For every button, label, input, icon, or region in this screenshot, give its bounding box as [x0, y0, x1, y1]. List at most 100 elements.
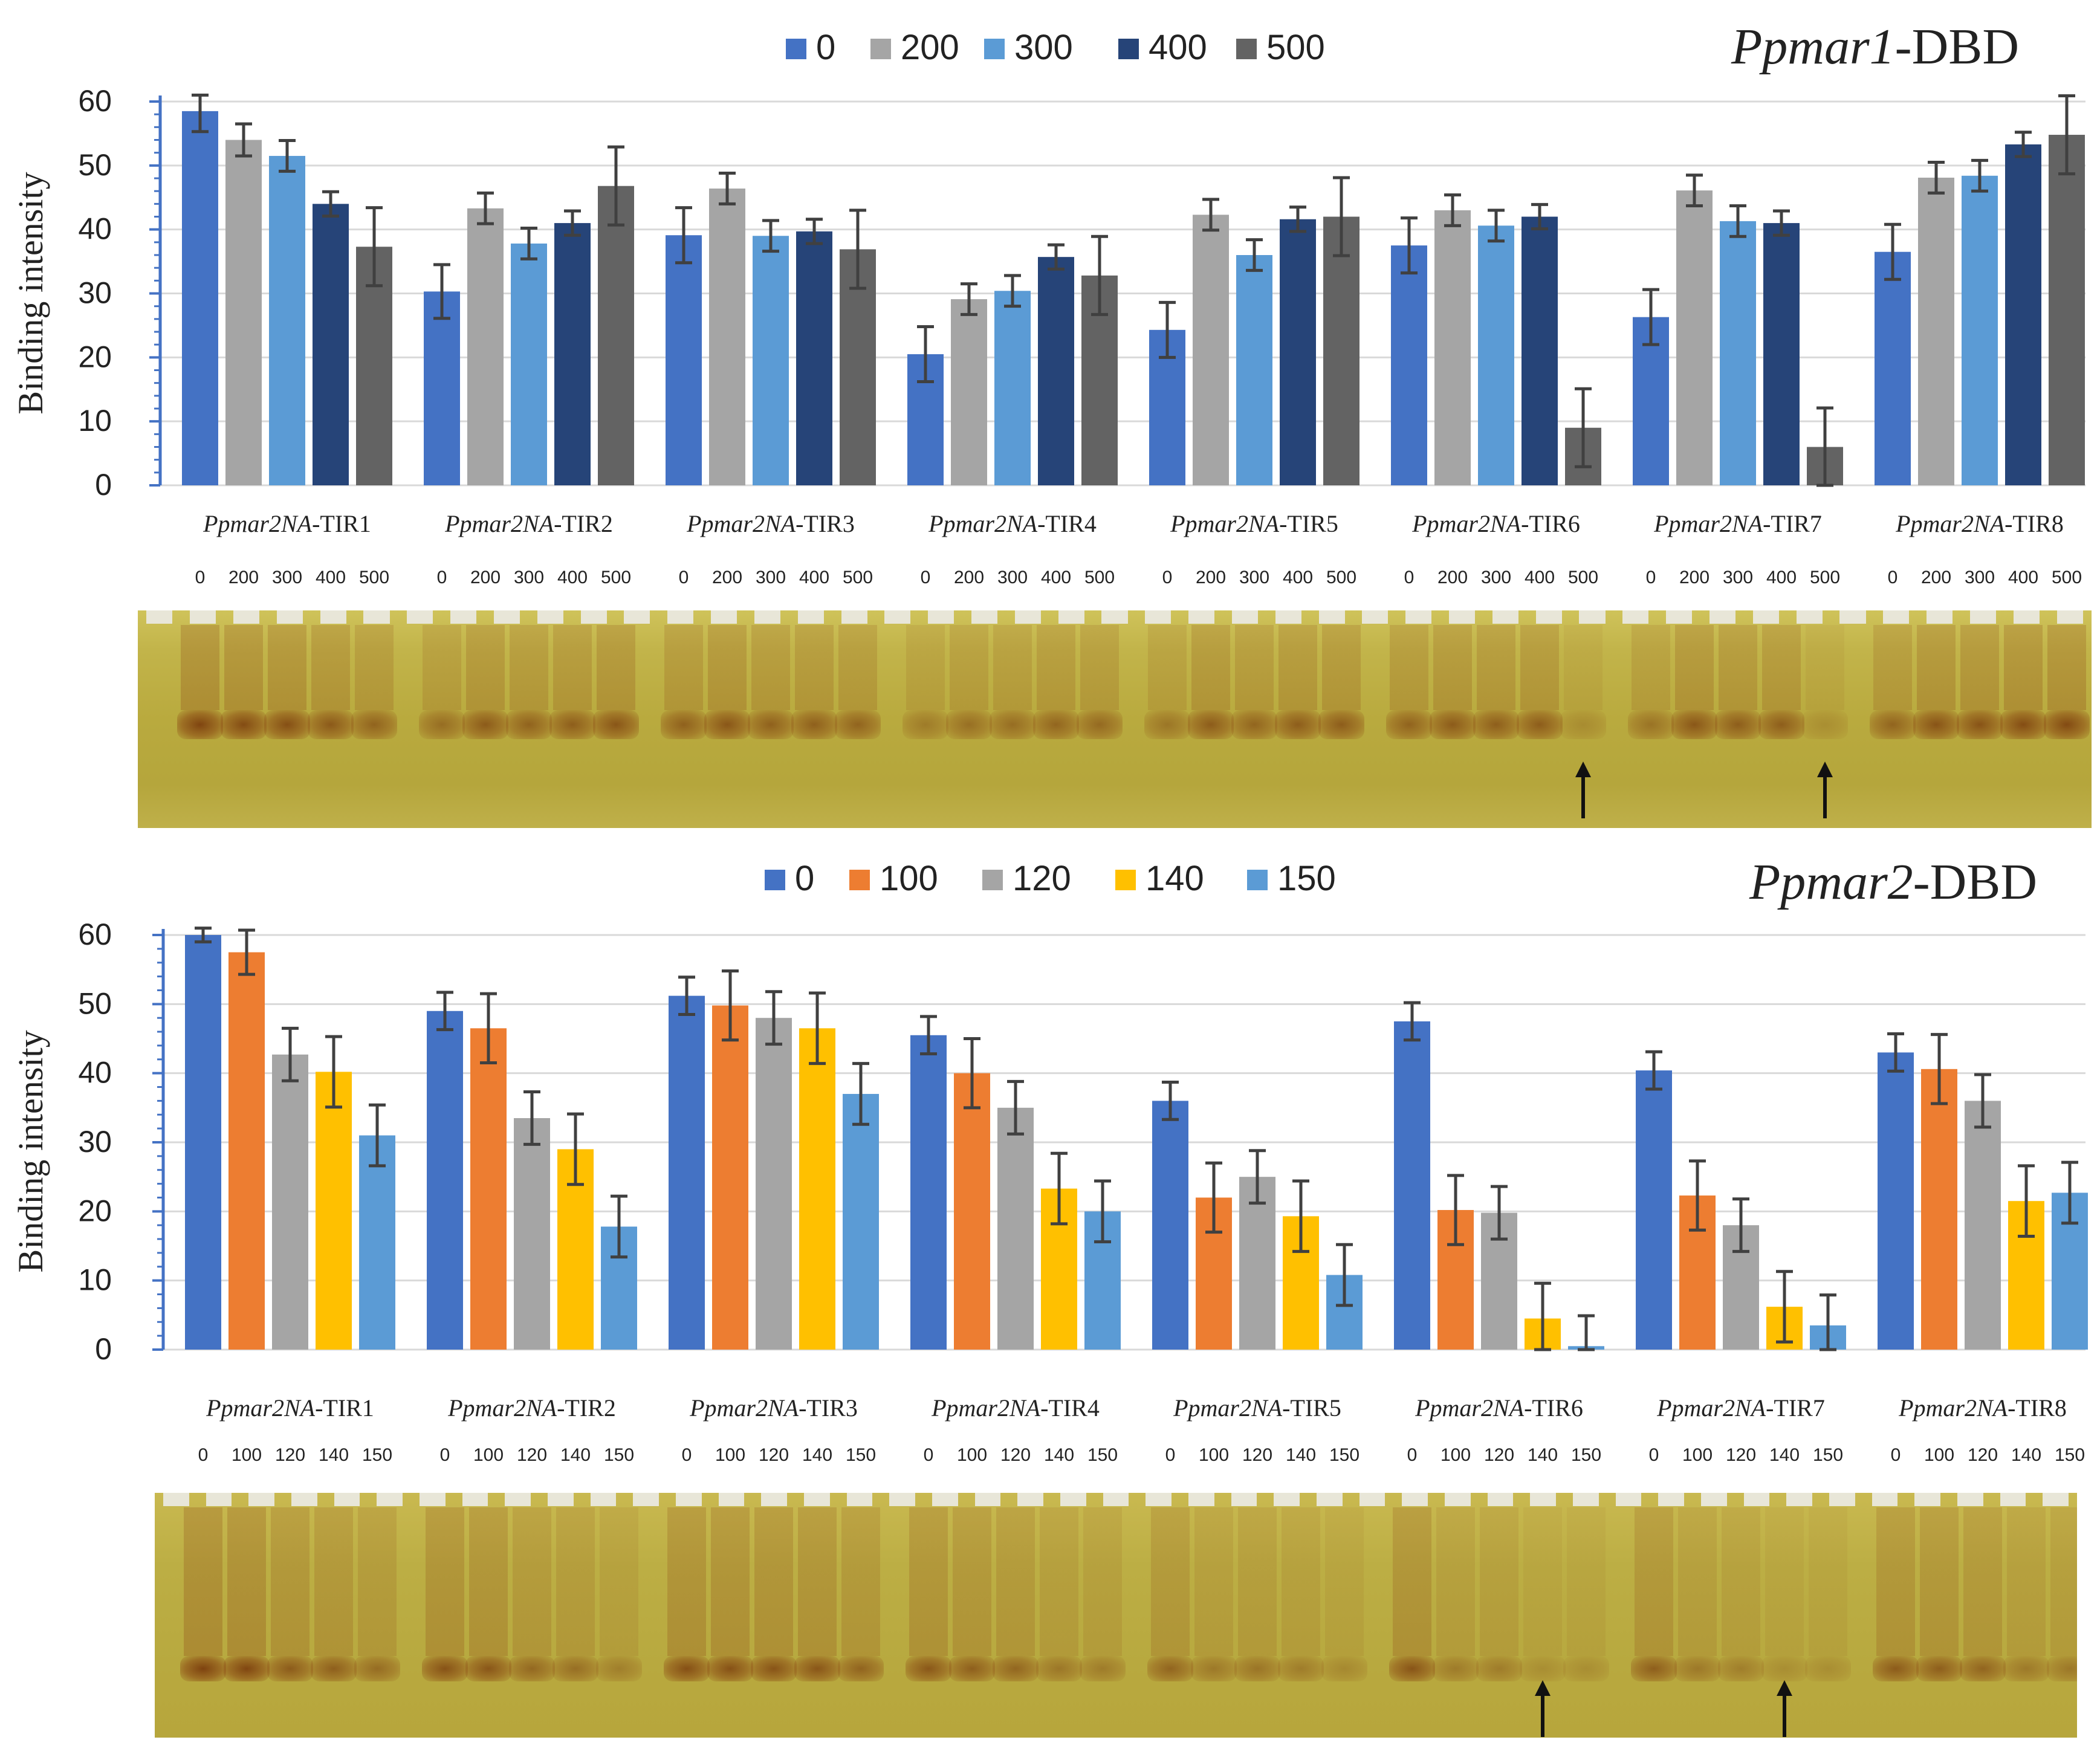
gel-well: [1487, 1493, 1514, 1506]
bar: [756, 1018, 792, 1350]
gel-well: [1914, 1493, 1940, 1506]
gel-band: [1802, 710, 1848, 739]
gel-well: [206, 1493, 232, 1506]
gel-well: [276, 610, 303, 624]
gel-lane-smear: [268, 625, 306, 710]
bar: [1236, 255, 1272, 485]
gel-lane-smear: [2007, 1507, 2046, 1656]
bar: [514, 1118, 550, 1350]
gel-lane-smear: [1148, 625, 1187, 710]
lane-label: 100: [232, 1445, 262, 1465]
gel-well: [1188, 610, 1215, 624]
gel-well: [248, 1493, 274, 1506]
gel-lane-smear: [1520, 625, 1559, 710]
gel-lane-smear: [355, 625, 394, 710]
gel-lane-smear: [1151, 1507, 1190, 1656]
lane-label: 400: [1041, 568, 1071, 587]
bar: [185, 935, 221, 1350]
gel-band: [1433, 1656, 1479, 1681]
gel-well: [797, 610, 824, 624]
lane-label: 0: [437, 568, 447, 587]
bar: [359, 1135, 395, 1350]
gel-lane-smear: [667, 1507, 706, 1656]
gel-well: [1752, 610, 1779, 624]
lane-label: 0: [1649, 1445, 1659, 1465]
lane-label: 120: [1000, 1445, 1031, 1465]
gel-well: [450, 610, 477, 624]
gel-lane-smear: [510, 625, 548, 710]
gel-band: [1628, 710, 1674, 739]
gel-well: [1317, 1493, 1343, 1506]
gel-band: [1957, 710, 2003, 739]
lane-label: 140: [1769, 1445, 1800, 1465]
gel-lane-smear: [1040, 1507, 1078, 1656]
x-category-label-suffix: -TIR1: [312, 510, 371, 537]
gel-well: [846, 1493, 873, 1506]
gel-arrow-shaft: [1823, 776, 1827, 818]
chart-title: Ppmar1-DBD: [1731, 19, 2019, 75]
lane-label: 500: [1568, 568, 1598, 587]
gel-well: [1058, 610, 1084, 624]
gel-lane-smear: [466, 625, 505, 710]
gel-lane-smear: [426, 1507, 464, 1656]
gel-lane-smear: [1191, 625, 1230, 710]
gel-band: [1517, 710, 1563, 739]
gel-arrow-shaft: [1783, 1695, 1786, 1737]
lane-label: 140: [319, 1445, 349, 1465]
lane-label: 140: [1286, 1445, 1316, 1465]
lane-label: 400: [1525, 568, 1555, 587]
gel-band: [2047, 1656, 2077, 1681]
gel-band: [1805, 1656, 1851, 1681]
gel-well: [1666, 610, 1693, 624]
bar: [910, 1035, 947, 1350]
x-category-label: Ppmar2NA-TIR7: [1653, 510, 1822, 537]
x-category-label-italic: Ppmar2NA: [1415, 1394, 1525, 1422]
gel-well: [1060, 1493, 1086, 1506]
gel-band: [906, 1656, 951, 1681]
lane-label: 0: [198, 1445, 209, 1465]
legend-swatch: [1247, 870, 1268, 890]
lane-label: 120: [275, 1445, 305, 1465]
lane-label: 0: [1891, 1445, 1901, 1465]
lane-label: 500: [1810, 568, 1840, 587]
gel-well: [1786, 1493, 1812, 1506]
legend-swatch: [1236, 39, 1257, 59]
legend-label: 300: [1014, 28, 1073, 67]
lane-label: 120: [1242, 1445, 1272, 1465]
gel-well: [1957, 1493, 1983, 1506]
gel-band: [180, 1656, 226, 1681]
gel-band: [354, 1656, 400, 1681]
lane-label: 140: [1528, 1445, 1558, 1465]
gel-lane-smear: [513, 1507, 551, 1656]
bar: [1038, 257, 1074, 485]
gel-band: [509, 1656, 555, 1681]
gel-band: [1873, 1656, 1919, 1681]
lane-label: 300: [756, 568, 786, 587]
gel-lane-smear: [1523, 1507, 1562, 1656]
lane-label: 120: [1968, 1445, 1998, 1465]
gel-well: [971, 610, 998, 624]
gel-band: [1080, 1656, 1126, 1681]
x-category-label-suffix: -TIR8: [2004, 510, 2064, 537]
gel-lane-smear: [1722, 1507, 1760, 1656]
x-category-label-suffix: -TIR4: [1040, 1394, 1100, 1422]
gel-lane-smear: [227, 1507, 266, 1656]
gel-well: [1359, 1493, 1385, 1506]
lane-label: 0: [1888, 568, 1898, 587]
lane-label: 200: [1437, 568, 1468, 587]
gel-lane-smear: [1920, 1507, 1959, 1656]
gel-band: [264, 710, 310, 739]
gel-lane-smear: [1194, 1507, 1233, 1656]
lane-label: 500: [2052, 568, 2082, 587]
gel-lane-smear: [1876, 1507, 1915, 1656]
gel-band: [422, 1656, 468, 1681]
lane-label: 0: [195, 568, 206, 587]
lane-label: 120: [759, 1445, 789, 1465]
lane-label: 0: [924, 1445, 934, 1465]
lane-label: 300: [1723, 568, 1753, 587]
lane-label: 200: [1196, 568, 1226, 587]
lane-label: 500: [1084, 568, 1115, 587]
gel-well: [889, 1493, 915, 1506]
gel-lane-smear: [798, 1507, 837, 1656]
